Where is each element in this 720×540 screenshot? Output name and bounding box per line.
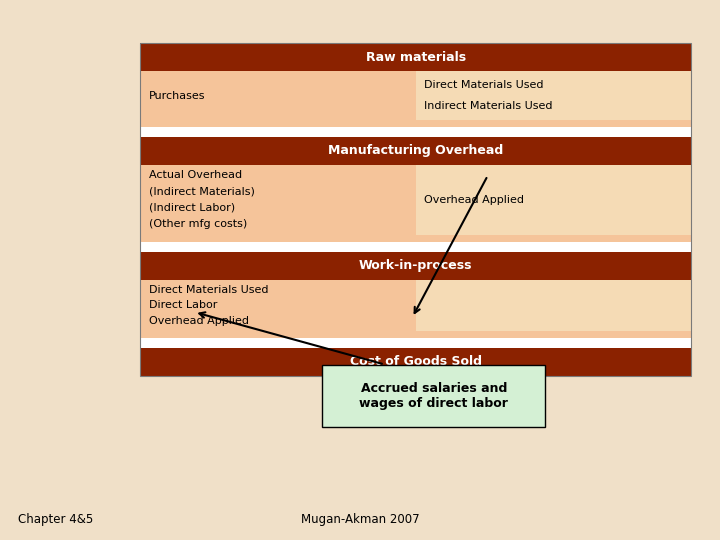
- Bar: [140, 252, 691, 280]
- Text: Overhead Applied: Overhead Applied: [424, 195, 524, 205]
- Text: Indirect Materials Used: Indirect Materials Used: [424, 101, 553, 111]
- Bar: [416, 165, 691, 235]
- Text: (Indirect Labor): (Indirect Labor): [149, 203, 235, 213]
- Bar: [140, 137, 691, 165]
- Text: Chapter 4&5: Chapter 4&5: [18, 514, 94, 526]
- Bar: [140, 165, 416, 235]
- Bar: [140, 127, 691, 137]
- Text: Work-in-process: Work-in-process: [359, 259, 472, 272]
- Text: Cost of Goods Sold: Cost of Goods Sold: [350, 355, 482, 368]
- Bar: [140, 43, 691, 71]
- Text: Direct Materials Used: Direct Materials Used: [424, 80, 544, 90]
- Text: Purchases: Purchases: [149, 91, 205, 100]
- Text: Direct Materials Used: Direct Materials Used: [149, 285, 269, 295]
- Bar: [140, 71, 416, 120]
- Text: (Other mfg costs): (Other mfg costs): [149, 219, 247, 230]
- Bar: [140, 280, 416, 331]
- Bar: [416, 280, 691, 331]
- Text: Overhead Applied: Overhead Applied: [149, 316, 249, 326]
- Bar: [140, 43, 691, 376]
- Text: Direct Labor: Direct Labor: [149, 300, 217, 310]
- Bar: [140, 120, 691, 127]
- Bar: [140, 242, 691, 252]
- Text: Manufacturing Overhead: Manufacturing Overhead: [328, 144, 503, 157]
- Text: Mugan-Akman 2007: Mugan-Akman 2007: [301, 514, 419, 526]
- Text: (Indirect Materials): (Indirect Materials): [149, 187, 255, 197]
- Text: Actual Overhead: Actual Overhead: [149, 170, 242, 180]
- Bar: [140, 331, 691, 338]
- Bar: [416, 71, 691, 120]
- Bar: [322, 364, 545, 427]
- Text: Accrued salaries and
wages of direct labor: Accrued salaries and wages of direct lab…: [359, 382, 508, 409]
- Bar: [140, 348, 691, 376]
- Bar: [140, 338, 691, 348]
- Bar: [140, 235, 691, 242]
- Text: Raw materials: Raw materials: [366, 51, 466, 64]
